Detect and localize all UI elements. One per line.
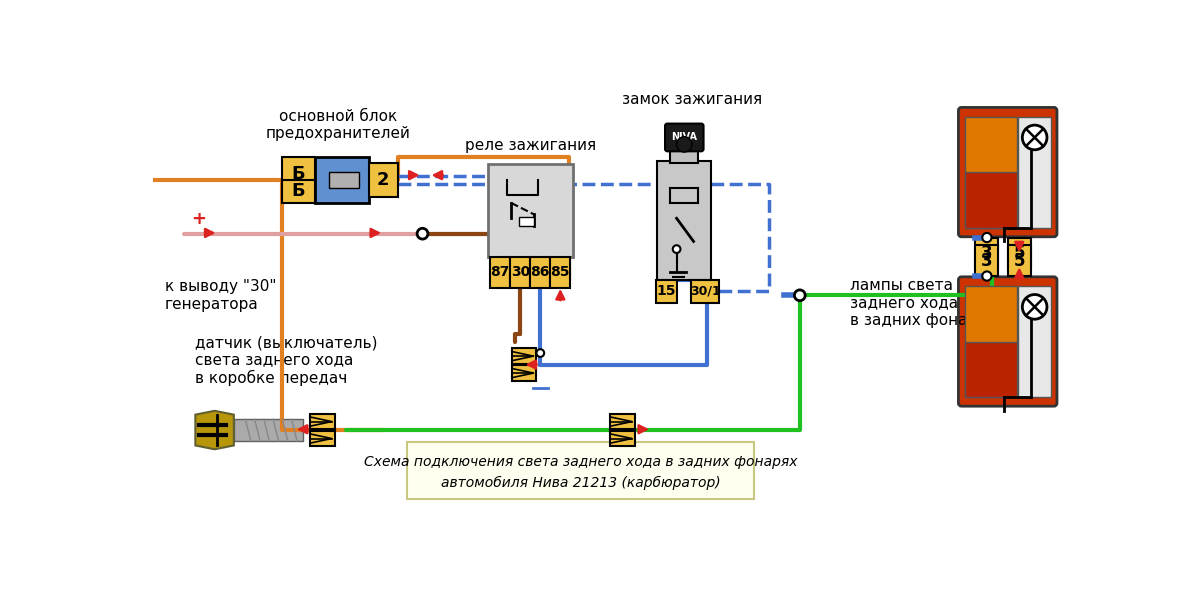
Text: датчик (выключатель)
света заднего хода
в коробке передач: датчик (выключатель) света заднего хода …: [196, 335, 378, 386]
Text: Схема подключения света заднего хода в задних фонарях: Схема подключения света заднего хода в з…: [364, 455, 797, 469]
FancyBboxPatch shape: [530, 257, 551, 287]
FancyBboxPatch shape: [965, 341, 1016, 397]
FancyBboxPatch shape: [965, 116, 1016, 227]
FancyBboxPatch shape: [1008, 238, 1031, 268]
FancyBboxPatch shape: [611, 414, 635, 429]
Text: 86: 86: [530, 265, 550, 279]
FancyBboxPatch shape: [282, 157, 314, 203]
FancyBboxPatch shape: [234, 419, 304, 441]
Circle shape: [677, 137, 692, 152]
FancyBboxPatch shape: [1019, 116, 1051, 227]
Circle shape: [536, 349, 544, 357]
Text: 87: 87: [491, 265, 510, 279]
FancyBboxPatch shape: [959, 107, 1057, 237]
Text: 30: 30: [511, 265, 530, 279]
FancyBboxPatch shape: [656, 280, 677, 303]
Text: 2: 2: [377, 171, 390, 189]
Circle shape: [983, 233, 991, 242]
FancyBboxPatch shape: [976, 245, 998, 276]
FancyBboxPatch shape: [611, 431, 635, 446]
Text: 85: 85: [551, 265, 570, 279]
FancyBboxPatch shape: [976, 238, 998, 268]
FancyBboxPatch shape: [512, 365, 536, 381]
Circle shape: [794, 290, 805, 301]
Text: 3: 3: [982, 244, 992, 262]
FancyBboxPatch shape: [965, 286, 1016, 397]
Text: NIVA: NIVA: [671, 131, 697, 142]
Circle shape: [1022, 125, 1046, 150]
Circle shape: [983, 271, 991, 281]
Text: 3: 3: [982, 251, 992, 269]
FancyBboxPatch shape: [691, 280, 719, 303]
FancyBboxPatch shape: [518, 217, 534, 226]
Polygon shape: [196, 411, 234, 449]
Text: Б: Б: [292, 164, 305, 182]
FancyBboxPatch shape: [658, 161, 712, 280]
FancyBboxPatch shape: [665, 124, 703, 151]
FancyBboxPatch shape: [1008, 245, 1031, 276]
FancyBboxPatch shape: [551, 257, 570, 287]
Text: +: +: [192, 211, 206, 229]
Text: лампы света
заднего хода
в задних фонарях: лампы света заднего хода в задних фонаря…: [850, 278, 995, 328]
FancyBboxPatch shape: [310, 431, 335, 446]
Text: 15: 15: [656, 284, 677, 298]
FancyBboxPatch shape: [329, 172, 359, 187]
Text: автомобиля Нива 21213 (карбюратор): автомобиля Нива 21213 (карбюратор): [440, 476, 720, 490]
FancyBboxPatch shape: [488, 164, 572, 257]
Circle shape: [673, 245, 680, 253]
Text: замок зажигания: замок зажигания: [622, 92, 762, 107]
FancyBboxPatch shape: [310, 414, 335, 429]
FancyBboxPatch shape: [368, 163, 398, 197]
FancyBboxPatch shape: [671, 148, 698, 163]
Text: основной блок
предохранителей: основной блок предохранителей: [265, 109, 410, 141]
FancyBboxPatch shape: [965, 172, 1016, 227]
FancyBboxPatch shape: [491, 257, 510, 287]
FancyBboxPatch shape: [959, 277, 1057, 406]
Text: реле зажигания: реле зажигания: [464, 138, 596, 153]
FancyBboxPatch shape: [407, 442, 754, 499]
FancyBboxPatch shape: [510, 257, 530, 287]
FancyBboxPatch shape: [512, 349, 536, 364]
Circle shape: [1022, 295, 1046, 319]
Text: к выводу "30"
генератора: к выводу "30" генератора: [164, 279, 276, 311]
Circle shape: [418, 229, 428, 239]
Text: 30/1: 30/1: [690, 285, 720, 298]
FancyBboxPatch shape: [314, 157, 368, 203]
FancyBboxPatch shape: [1019, 286, 1051, 397]
Text: 5: 5: [1014, 244, 1025, 262]
Text: Б: Б: [292, 182, 305, 200]
Text: 5: 5: [1014, 251, 1025, 269]
